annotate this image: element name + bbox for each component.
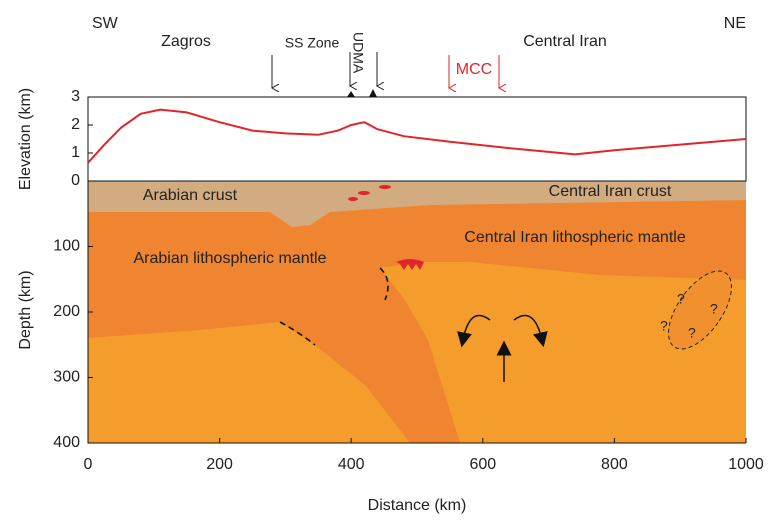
- elevation-line: [88, 110, 746, 163]
- label: Central Iran: [523, 33, 607, 50]
- x-axis-label: Distance (km): [368, 497, 467, 514]
- label: UDMA: [350, 32, 366, 74]
- y-tick-label: 3: [71, 88, 80, 105]
- question-mark: ?: [660, 318, 668, 334]
- y-tick-label: 200: [53, 303, 80, 320]
- y-axis-label: Depth (km): [17, 270, 34, 349]
- cross-section: [88, 181, 746, 443]
- label: SW: [92, 15, 119, 32]
- y-tick-label: 100: [53, 238, 80, 255]
- y-tick-label: 400: [53, 434, 80, 451]
- question-mark: ?: [688, 325, 696, 341]
- label: SS Zone: [285, 35, 340, 51]
- x-tick-label: 400: [338, 456, 365, 473]
- y-tick-label: 0: [71, 172, 80, 189]
- figure: SW NE Zagros SS Zone UDMA Central Iran M…: [0, 0, 773, 519]
- y-tick-label: 2: [71, 116, 80, 133]
- y-tick-label: 1: [71, 144, 80, 161]
- label: Zagros: [161, 33, 211, 50]
- top-frame: [88, 97, 746, 181]
- question-mark: ?: [710, 301, 718, 317]
- x-tick-label: 800: [601, 456, 628, 473]
- region-label: Central Iran lithospheric mantle: [464, 229, 686, 246]
- region-label: Arabian crust: [143, 187, 238, 204]
- x-tick-label: 600: [469, 456, 496, 473]
- region-label: Central Iran crust: [549, 183, 672, 200]
- label: NE: [724, 15, 746, 32]
- y-tick-label: 300: [53, 369, 80, 386]
- region-label: Arabian lithospheric mantle: [134, 250, 327, 267]
- label: MCC: [456, 61, 492, 78]
- volcano: [347, 89, 377, 97]
- y-axis-label: Elevation (km): [17, 88, 34, 190]
- question-mark: ?: [677, 291, 685, 307]
- x-tick-label: 200: [206, 456, 233, 473]
- x-tick-label: 0: [84, 456, 93, 473]
- x-tick-label: 1000: [728, 456, 764, 473]
